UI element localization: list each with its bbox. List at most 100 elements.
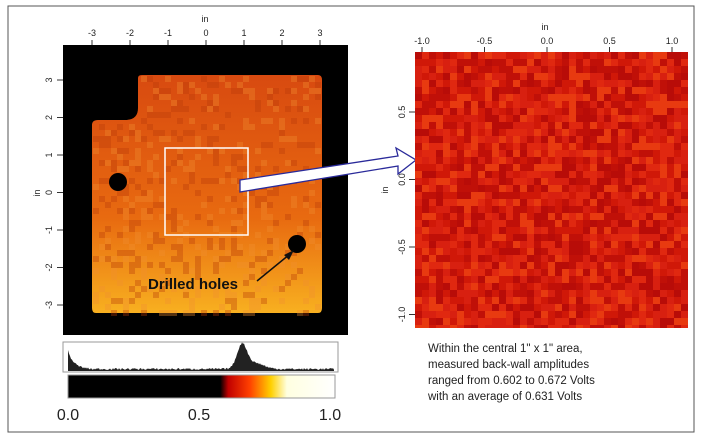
cell bbox=[646, 115, 653, 122]
cell bbox=[492, 108, 499, 115]
speckle bbox=[177, 136, 183, 142]
speckle bbox=[123, 226, 129, 232]
cell bbox=[527, 157, 534, 164]
cell bbox=[653, 269, 660, 276]
cell bbox=[415, 304, 422, 311]
cell bbox=[513, 122, 520, 129]
cell bbox=[667, 59, 674, 66]
cell bbox=[653, 143, 660, 150]
cell bbox=[457, 311, 464, 318]
cell bbox=[415, 213, 422, 220]
cell bbox=[464, 66, 471, 73]
cell bbox=[548, 290, 555, 297]
cell bbox=[513, 185, 520, 192]
cell bbox=[464, 150, 471, 157]
cell bbox=[562, 52, 569, 59]
cell bbox=[534, 199, 541, 206]
cell bbox=[548, 73, 555, 80]
cell bbox=[646, 66, 653, 73]
speckle bbox=[267, 238, 273, 244]
cell bbox=[583, 255, 590, 262]
cell bbox=[604, 164, 611, 171]
cell bbox=[541, 115, 548, 122]
cell bbox=[555, 178, 562, 185]
cell bbox=[499, 178, 506, 185]
cell bbox=[576, 178, 583, 185]
cell bbox=[471, 311, 478, 318]
cell bbox=[604, 73, 611, 80]
cell bbox=[646, 297, 653, 304]
speckle bbox=[147, 190, 153, 196]
speckle bbox=[231, 250, 237, 256]
speckle bbox=[309, 286, 315, 292]
cell bbox=[611, 206, 618, 213]
cell bbox=[625, 325, 632, 328]
cell bbox=[625, 297, 632, 304]
cell bbox=[674, 66, 681, 73]
cell bbox=[478, 94, 485, 101]
cell bbox=[520, 115, 527, 122]
speckle bbox=[279, 136, 285, 142]
cell bbox=[618, 94, 625, 101]
cell bbox=[450, 318, 457, 325]
cell bbox=[471, 164, 478, 171]
speckle bbox=[219, 256, 225, 262]
cell bbox=[653, 52, 660, 59]
cell bbox=[555, 115, 562, 122]
x-tick-label: 1 bbox=[241, 28, 246, 38]
speckle bbox=[213, 310, 219, 316]
speckle bbox=[261, 196, 267, 202]
cell bbox=[660, 220, 667, 227]
cell bbox=[653, 192, 660, 199]
cell bbox=[569, 213, 576, 220]
cell bbox=[632, 276, 639, 283]
cell bbox=[485, 157, 492, 164]
cell bbox=[520, 108, 527, 115]
cell bbox=[597, 164, 604, 171]
cell bbox=[520, 227, 527, 234]
cell bbox=[618, 304, 625, 311]
cell bbox=[443, 143, 450, 150]
cell bbox=[667, 206, 674, 213]
cell bbox=[492, 248, 499, 255]
cell bbox=[457, 269, 464, 276]
cell bbox=[632, 171, 639, 178]
cell bbox=[660, 255, 667, 262]
cell bbox=[618, 199, 625, 206]
cell bbox=[499, 101, 506, 108]
cell bbox=[534, 297, 541, 304]
cell bbox=[674, 150, 681, 157]
cell bbox=[471, 220, 478, 227]
speckle bbox=[177, 244, 183, 250]
cell bbox=[660, 80, 667, 87]
cell bbox=[646, 304, 653, 311]
speckle bbox=[171, 178, 177, 184]
cell bbox=[632, 73, 639, 80]
cell bbox=[450, 283, 457, 290]
cell bbox=[534, 213, 541, 220]
cell bbox=[632, 241, 639, 248]
cell bbox=[443, 220, 450, 227]
speckle bbox=[249, 124, 255, 130]
speckle bbox=[159, 94, 165, 100]
cell bbox=[590, 52, 597, 59]
speckle bbox=[141, 214, 147, 220]
cell bbox=[450, 59, 457, 66]
cell bbox=[443, 150, 450, 157]
cell bbox=[604, 304, 611, 311]
speckle bbox=[303, 298, 309, 304]
cell bbox=[436, 185, 443, 192]
cell bbox=[534, 311, 541, 318]
speckle bbox=[177, 160, 183, 166]
cell bbox=[681, 185, 688, 192]
speckle bbox=[159, 130, 165, 136]
speckle bbox=[189, 238, 195, 244]
speckle bbox=[183, 166, 189, 172]
cell bbox=[422, 213, 429, 220]
cell bbox=[450, 164, 457, 171]
speckle bbox=[243, 148, 249, 154]
speckle bbox=[231, 88, 237, 94]
cell bbox=[471, 325, 478, 328]
speckle bbox=[111, 274, 117, 280]
speckle bbox=[243, 124, 249, 130]
